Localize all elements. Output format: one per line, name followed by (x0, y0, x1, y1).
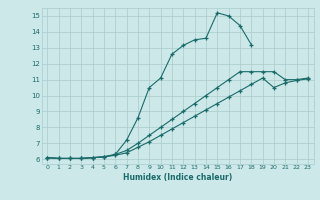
X-axis label: Humidex (Indice chaleur): Humidex (Indice chaleur) (123, 173, 232, 182)
